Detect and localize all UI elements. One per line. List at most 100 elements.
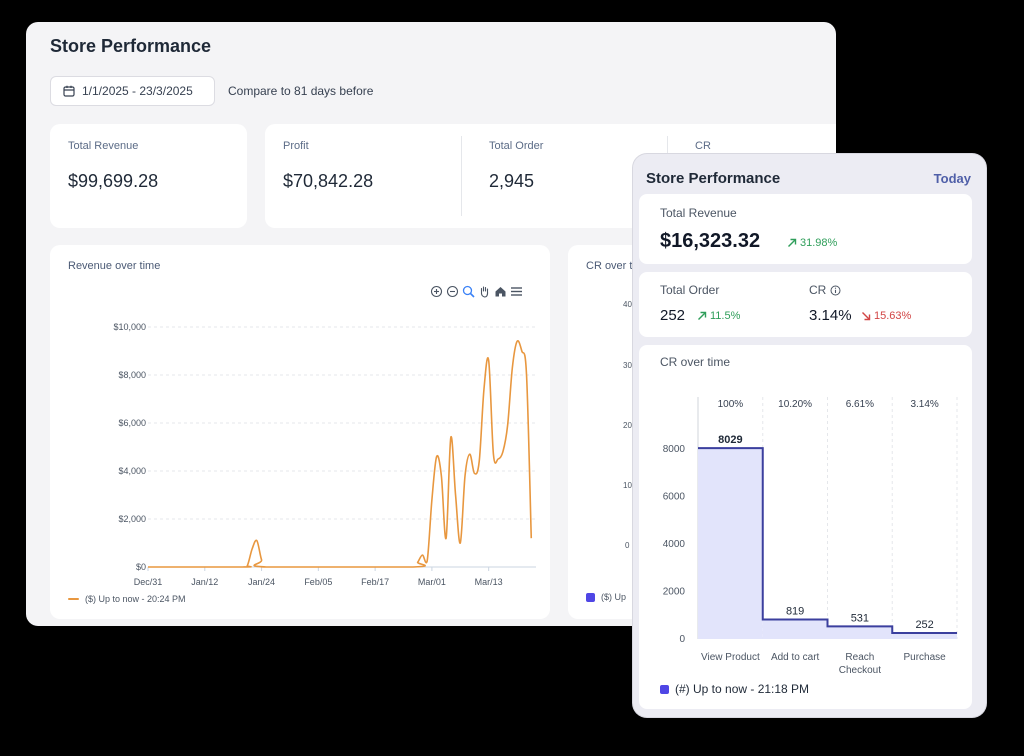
x-tick-label: Mar/01: [418, 577, 446, 587]
funnel-stage-area: [762, 619, 828, 639]
menu-icon[interactable]: [510, 285, 523, 298]
arrow-up-right-icon: [698, 311, 707, 320]
legend-label: ($) Up: [601, 592, 627, 602]
stage-category-label: Purchase: [904, 652, 947, 663]
metric-label: Total Order: [660, 283, 720, 297]
y-tick-label: $4,000: [118, 466, 146, 476]
arrow-down-right-icon: [862, 312, 871, 321]
stage-value-label: 252: [915, 619, 933, 631]
compare-label: Compare to 81 days before: [228, 84, 374, 98]
revenue-line-chart: $0 $2,000 $4,000 $6,000 $8,000 $10,000 Dec/31 J…: [113, 322, 536, 587]
y-tick-label: 8000: [663, 444, 686, 455]
cr-label: CR: [809, 283, 827, 297]
kpi-value: $99,699.28: [68, 171, 159, 191]
arrow-up-right-icon: [788, 238, 797, 247]
legend-label: (#) Up to now - 21:18 PM: [675, 682, 810, 696]
delta-badge: 15.63%: [861, 310, 911, 322]
revenue-chart-card: Revenue over time $0 $2,000 $4,000 $6,000 $8…: [50, 245, 550, 619]
y-tick-label: 2000: [663, 586, 686, 597]
calendar-icon: [63, 85, 75, 97]
funnel-stage-area: [698, 448, 763, 639]
x-tick-label: Feb/17: [361, 577, 389, 587]
y-tick: 10: [623, 481, 632, 490]
date-range-text: 1/1/2025 - 23/3/2025: [82, 84, 193, 98]
home-icon[interactable]: [494, 285, 507, 298]
x-tick-label: Mar/13: [475, 577, 503, 587]
chart-legend: ($) Up to now - 20:24 PM: [68, 594, 186, 604]
y-tick-label: $6,000: [118, 418, 146, 428]
stage-percent-label: 100%: [718, 399, 744, 410]
y-tick: 40: [623, 300, 632, 309]
y-tick-label: $0: [136, 562, 146, 572]
chart-title: CR over time: [660, 355, 731, 369]
zoom-select-icon[interactable]: [462, 285, 475, 298]
stage-category-label: Add to cart: [771, 652, 820, 663]
stage-category-label: Checkout: [839, 665, 881, 675]
stage-value-label: 531: [851, 612, 869, 624]
zoom-out-icon[interactable]: [446, 285, 459, 298]
legend-label: ($) Up to now - 20:24 PM: [85, 594, 186, 604]
y-tick: 30: [623, 361, 632, 370]
mobile-store-performance-panel: Store Performance Today Total Revenue $1…: [633, 154, 986, 717]
order-cr-card: Total Order 252 11.5% CR 3.14% 15.63%: [639, 272, 972, 337]
cr-funnel-card: CR over time 0 2000 4000 6000 8000 8029 100% Vi…: [639, 345, 972, 709]
metric-value: $16,323.32: [660, 230, 761, 252]
chart-legend: (#) Up to now - 21:18 PM: [660, 682, 809, 696]
y-tick-label: 4000: [663, 539, 686, 550]
y-tick-label: $8,000: [118, 370, 146, 380]
x-tick-label: Dec/31: [134, 577, 163, 587]
metric-value: 252: [660, 307, 686, 324]
delta-badge: 31.98%: [787, 237, 837, 249]
stage-value-label: 8029: [718, 434, 742, 446]
funnel-step-line: [698, 447, 957, 635]
metric-value: 3.14%: [809, 307, 852, 324]
info-icon[interactable]: [830, 285, 841, 296]
revenue-series-line: [147, 339, 533, 568]
x-tick-label: Jan/12: [191, 577, 218, 587]
zoom-in-icon[interactable]: [430, 285, 443, 298]
y-tick-label: $10,000: [113, 322, 146, 332]
delta-value: 15.63%: [874, 310, 912, 322]
y-tick: 0: [625, 541, 630, 550]
metric-label: Total Revenue: [660, 206, 737, 220]
chart-title: Revenue over time: [68, 260, 161, 272]
metric-label: CR: [809, 283, 841, 297]
y-tick: 20: [623, 421, 632, 430]
divider: [461, 136, 462, 216]
page-title: Store Performance: [50, 36, 212, 56]
legend-swatch: [660, 684, 669, 694]
kpi-label: Profit: [283, 140, 309, 152]
y-tick-label: 6000: [663, 491, 686, 502]
x-tick-label: Feb/05: [304, 577, 332, 587]
stage-value-label: 819: [786, 606, 804, 618]
stage-percent-label: 3.14%: [910, 399, 938, 410]
pan-hand-icon[interactable]: [478, 285, 491, 298]
kpi-value: 2,945: [489, 171, 535, 191]
legend-swatch: [68, 598, 79, 600]
total-revenue-card: Total Revenue $16,323.32 31.98%: [639, 194, 972, 264]
funnel-stage-area: [827, 626, 893, 639]
kpi-label: CR: [695, 140, 711, 152]
chart-legend: ($) Up: [586, 592, 626, 602]
kpi-card-total-revenue: Total Revenue $99,699.28: [50, 124, 247, 228]
chart-toolbar: [430, 285, 523, 298]
funnel-stage-area: [892, 633, 957, 639]
stage-category-label: Reach: [845, 652, 874, 663]
panel-title: Store Performance: [646, 170, 781, 187]
stage-percent-label: 10.20%: [778, 399, 812, 410]
kpi-label: Total Revenue: [68, 140, 139, 152]
period-selector[interactable]: Today: [933, 171, 971, 186]
stage-percent-label: 6.61%: [846, 399, 874, 410]
cr-funnel-chart: 0 2000 4000 6000 8000 8029 100% View Product 819…: [663, 397, 958, 675]
stage-category-label: View Product: [701, 652, 760, 663]
y-tick-label: 0: [679, 634, 685, 645]
legend-swatch: [586, 592, 595, 602]
x-tick-label: Jan/24: [248, 577, 275, 587]
delta-badge: 11.5%: [697, 310, 740, 322]
y-tick-label: $2,000: [118, 514, 146, 524]
kpi-value: $70,842.28: [283, 171, 374, 191]
delta-value: 31.98%: [800, 237, 838, 249]
kpi-label: Total Order: [489, 140, 544, 152]
date-range-picker[interactable]: 1/1/2025 - 23/3/2025: [50, 76, 215, 106]
chart-title: CR over t: [586, 260, 633, 272]
